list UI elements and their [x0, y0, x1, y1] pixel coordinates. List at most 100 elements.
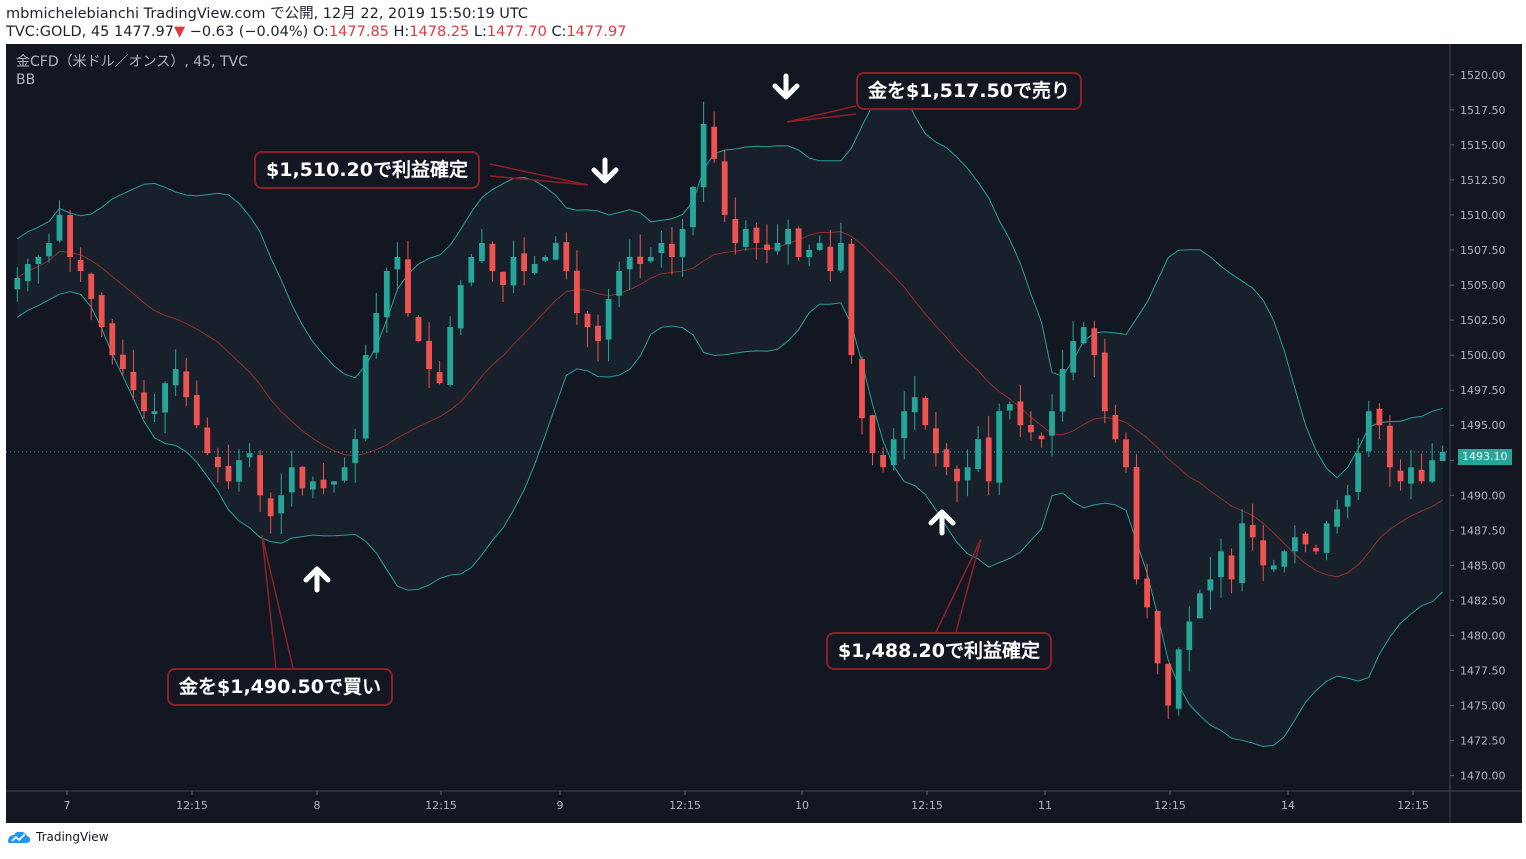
candle-body — [975, 439, 981, 470]
candle-body — [1091, 328, 1098, 356]
candle-body — [120, 354, 126, 370]
close-label: C: — [551, 24, 567, 40]
y-tick-label: 1482.50 — [1460, 594, 1506, 607]
candle-body — [869, 415, 876, 454]
candle-body — [922, 397, 929, 426]
candle-body — [204, 427, 211, 454]
candle-body — [426, 340, 432, 370]
candle-body — [215, 457, 221, 468]
candle-body — [299, 466, 306, 489]
candle-body — [1154, 610, 1161, 664]
candle-body — [500, 271, 506, 286]
candle-body — [584, 313, 591, 328]
candle-body — [1070, 341, 1077, 373]
x-tick-label: 12:15 — [1154, 799, 1186, 812]
candle-body — [679, 229, 686, 257]
candle-body — [362, 355, 369, 439]
take-profit-arrow-up-icon — [928, 509, 956, 536]
symbol-info: TVC:GOLD, 45 — [6, 24, 110, 40]
candle-body — [531, 264, 538, 273]
candle-body — [1429, 460, 1436, 482]
candle-body — [626, 257, 633, 270]
low-label: L: — [473, 24, 487, 40]
low-value: 1477.70 — [486, 24, 547, 40]
candle-body — [479, 243, 485, 262]
candle-body — [1418, 469, 1425, 482]
candle-body — [542, 257, 549, 261]
candle-body — [394, 257, 401, 270]
publish-line: mbmichelebianchi TradingView.com で公開, 12… — [6, 6, 529, 22]
candle-body — [985, 437, 992, 482]
x-tick-label: 11 — [1038, 799, 1052, 812]
candle-body — [24, 264, 31, 282]
candle-body — [1175, 649, 1182, 709]
y-tick-label: 1480.00 — [1460, 629, 1506, 642]
candle-body — [605, 299, 612, 340]
candle-body — [1059, 369, 1066, 412]
candle-body — [172, 369, 179, 386]
candle-body — [1218, 551, 1224, 578]
candle-body — [616, 271, 622, 296]
candle-body — [954, 468, 960, 482]
candle-body — [753, 227, 760, 243]
candle-body — [35, 257, 42, 264]
x-tick-label: 12:15 — [669, 799, 701, 812]
candle-body — [1239, 523, 1245, 583]
candle-body — [1355, 453, 1362, 492]
candlestick-chart[interactable]: 1520.00 1517.50 1515.00 1512.50 1510.00 1507.… — [6, 44, 1522, 823]
candle-body — [806, 250, 813, 258]
x-tick-label: 9 — [557, 799, 564, 812]
candle-body — [1123, 439, 1129, 468]
candle-body — [193, 395, 200, 426]
candle-body — [785, 229, 791, 245]
candle-body — [1270, 565, 1277, 570]
candle-body — [510, 257, 517, 286]
high-label: H: — [393, 24, 410, 40]
tp1-callout-pointer — [489, 163, 589, 186]
candle-body — [732, 219, 739, 243]
candle-body — [911, 397, 918, 413]
high-value: 1478.25 — [409, 24, 470, 40]
candle-body — [637, 256, 644, 264]
candle-body — [848, 243, 855, 356]
candle-body — [320, 479, 327, 489]
candle-body — [521, 253, 527, 271]
buy-callout-pointer — [261, 534, 294, 669]
candle-body — [658, 243, 665, 253]
candle-body — [46, 243, 52, 257]
price-change: −0.63 (−0.04%) — [189, 24, 309, 40]
candle-body — [1334, 509, 1340, 527]
legend-indicator: BB — [16, 72, 36, 88]
candle-body — [880, 455, 886, 468]
y-tick-label: 1510.00 — [1460, 209, 1506, 222]
callout-buy: 金を$1,490.50で買い — [167, 668, 393, 706]
last-price-tag: 1493.10 — [1458, 449, 1512, 465]
chart-panel[interactable]: 1520.00 1517.50 1515.00 1512.50 1510.00 1507.… — [6, 44, 1522, 823]
candle-body — [700, 123, 707, 188]
candle-body — [236, 460, 242, 482]
sell-callout-pointer — [786, 105, 857, 123]
candle-body — [1144, 578, 1150, 608]
candle-body — [1006, 404, 1013, 411]
candle-body — [1365, 411, 1372, 452]
candle-body — [1249, 525, 1256, 538]
candle-body — [859, 359, 865, 419]
candle-body — [373, 313, 380, 353]
candle-body — [742, 229, 749, 247]
legend-title: 金CFD（米ドル／オンス）, 45, TVC — [16, 54, 248, 70]
candle-body — [1038, 435, 1045, 440]
y-tick-label: 1502.50 — [1460, 314, 1506, 327]
candle-body — [764, 244, 770, 250]
y-tick-label: 1470.00 — [1460, 770, 1506, 783]
candle-body — [183, 371, 190, 398]
candle-body — [447, 327, 454, 385]
candle-body — [669, 243, 675, 257]
open-label: O: — [312, 24, 329, 40]
y-tick-label: 1472.50 — [1460, 735, 1506, 748]
bollinger-fill — [17, 85, 1443, 747]
candle-body — [14, 278, 21, 290]
chart-legend: 金CFD（米ドル／オンス）, 45, TVC BB — [16, 53, 248, 89]
candle-body — [1112, 415, 1119, 440]
candle-body — [711, 126, 718, 159]
candle-body — [352, 439, 359, 464]
